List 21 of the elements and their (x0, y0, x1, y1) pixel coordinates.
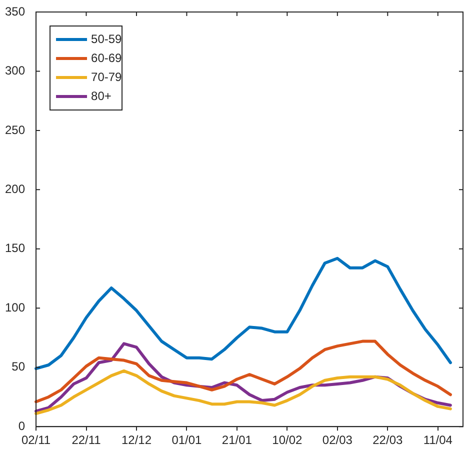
y-tick-label: 250 (4, 122, 26, 137)
x-tick-label: 21/01 (222, 433, 252, 448)
x-tick-label: 11/04 (423, 433, 453, 448)
x-tick-label: 02/03 (322, 433, 353, 448)
y-tick-label: 350 (4, 4, 26, 18)
legend-label: 70-79 (91, 70, 122, 84)
x-tick-label: 02/11 (21, 433, 51, 448)
y-tick-label: 150 (4, 241, 26, 256)
x-tick-label: 10/02 (272, 433, 303, 448)
x-tick-label: 22/03 (372, 433, 403, 448)
y-tick-label: 100 (4, 300, 26, 314)
legend-label: 60-69 (91, 50, 122, 65)
legend-label: 80+ (91, 88, 112, 103)
y-tick-label: 50 (12, 360, 26, 374)
x-tick-label: 01/01 (172, 433, 202, 448)
x-tick-label: 22/11 (72, 433, 102, 448)
y-tick-label: 0 (18, 418, 26, 433)
legend-label: 50-59 (91, 32, 122, 46)
y-tick-label: 300 (4, 64, 26, 78)
y-tick-label: 200 (4, 182, 26, 196)
x-tick-label: 12/12 (121, 433, 152, 448)
